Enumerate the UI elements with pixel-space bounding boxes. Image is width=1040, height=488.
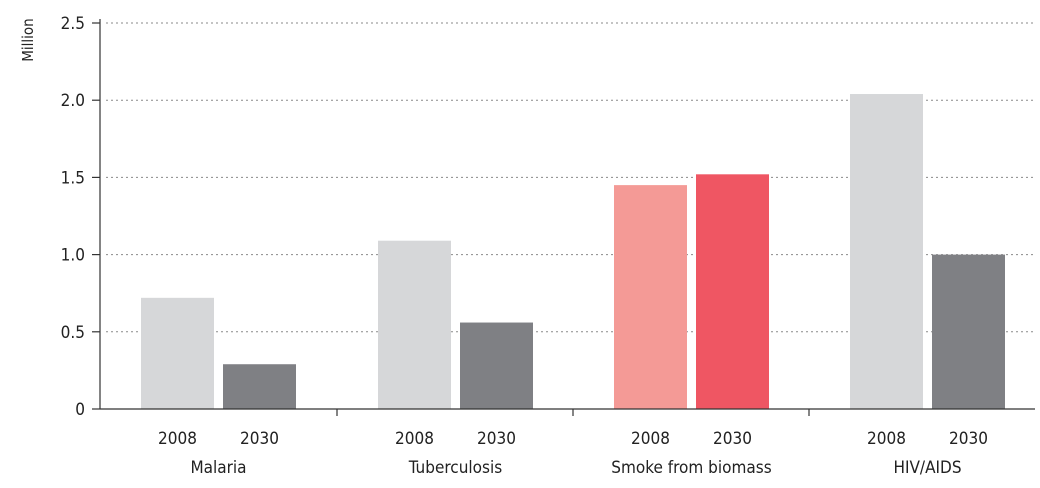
bar-smoke-from-biomass-2030	[696, 174, 769, 409]
y-tick-label: 1.5	[61, 168, 85, 188]
x-year-label: 2008	[395, 429, 434, 449]
y-tick-label: 1.0	[61, 246, 85, 266]
bar-malaria-2008	[141, 297, 214, 409]
x-category-label: HIV/AIDS	[893, 458, 961, 478]
y-axis-title: Million	[19, 18, 37, 61]
bar-smoke-from-biomass-2008	[614, 185, 687, 409]
x-year-label: 2008	[867, 429, 906, 449]
y-tick-label: 0.5	[61, 323, 85, 343]
bar-malaria-2030	[223, 364, 296, 409]
labels: 0 0.5 1.0 1.5 2.0 2.5 2008 2030 Malaria 2008 2030 T…	[61, 14, 988, 478]
x-category-label: Smoke from biomass	[611, 458, 771, 478]
bar-tuberculosis-2030	[460, 322, 533, 409]
x-category-label: Tuberculosis	[408, 458, 502, 478]
x-year-label: 2030	[240, 429, 279, 449]
y-tick-label: 0	[75, 400, 85, 420]
y-tick-label: 2.5	[61, 14, 85, 34]
bar-tuberculosis-2008	[378, 240, 451, 409]
x-year-label: 2030	[949, 429, 988, 449]
bar-hiv-aids-2030	[932, 254, 1005, 409]
axes	[92, 19, 1035, 416]
x-year-label: 2008	[158, 429, 197, 449]
bar-hiv-aids-2008	[850, 94, 923, 410]
bars	[141, 94, 1005, 410]
x-year-label: 2030	[477, 429, 516, 449]
x-year-label: 2030	[713, 429, 752, 449]
x-category-label: Malaria	[190, 458, 246, 478]
y-tick-label: 2.0	[61, 91, 85, 111]
x-year-label: 2008	[631, 429, 670, 449]
